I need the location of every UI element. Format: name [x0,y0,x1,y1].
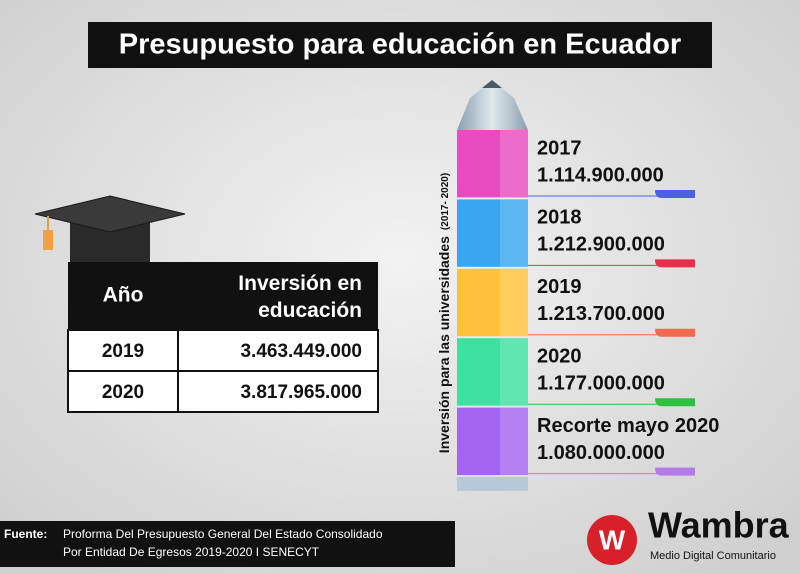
column-header: Inversión en educación [238,272,362,322]
item-tab [655,328,695,337]
item-tab [655,259,695,268]
logo-icon-bg [587,515,637,565]
table-cell: 3.817.965.000 [240,382,362,403]
item-amount: 1.080.000.000 [537,442,665,464]
table-body: 2019 3.463.449.000 2020 3.817.965.000 [67,329,379,413]
tassel [43,230,53,250]
table-header [68,262,378,330]
item-amount: 1.212.900.000 [537,234,665,256]
item-label: 2017 [537,137,582,159]
item-amount: 1.114.900.000 [537,164,664,186]
pencil-segment [457,268,528,337]
pencil-segment [457,338,528,406]
segment-shine [500,199,528,267]
item-label: 2020 [537,345,582,367]
item-tab [655,398,695,407]
pencil-eraser [457,477,528,491]
column-header: Año [103,284,144,307]
pencil-segment [457,407,528,475]
segment-shine [500,338,528,406]
source-line: Por Entidad De Egresos 2019-2020 I SENEC… [63,545,320,559]
item-label: 2019 [537,276,582,298]
item-tab [655,467,695,476]
item-amount: 1.177.000.000 [537,372,665,394]
logo-tagline: Medio Digital Comunitario [650,550,776,562]
logo-name: Wambra [648,505,790,546]
cap-body [70,222,150,262]
table-cell: 2020 [102,382,144,403]
logo-icon: W [599,524,626,555]
table-cell: 3.463.449.000 [240,341,362,362]
segment-shine [500,407,528,475]
pencil-segment [457,199,528,267]
pencil: 2017 1.114.900.000 2018 1.212.900.000 2019 1.… [457,130,719,476]
item-label: Recorte mayo 2020 [537,415,719,437]
table-cell: 2019 [102,341,144,362]
pencil-lead [482,80,502,88]
source-label: Fuente: [4,527,47,541]
vertical-label-main: Inversión para las universidades [436,236,452,453]
cap-top [34,195,186,233]
pencil-tip [457,80,528,130]
title-box [88,22,712,68]
item-amount: 1.213.700.000 [537,303,665,325]
vertical-label-sub: (2017- 2020) [440,173,451,230]
segment-shine [500,130,528,198]
item-label: 2018 [537,207,582,229]
vertical-label: Inversión para las universidades (2017- 2… [436,173,452,453]
table-row [67,370,379,413]
source-line: Proforma Del Presupuesto General Del Est… [63,527,383,541]
pencil-segment [457,130,528,198]
title: Presupuesto para educación en Ecuador [119,29,681,61]
source-box [0,521,455,567]
item-tab [655,190,695,198]
segment-shine [500,268,528,337]
